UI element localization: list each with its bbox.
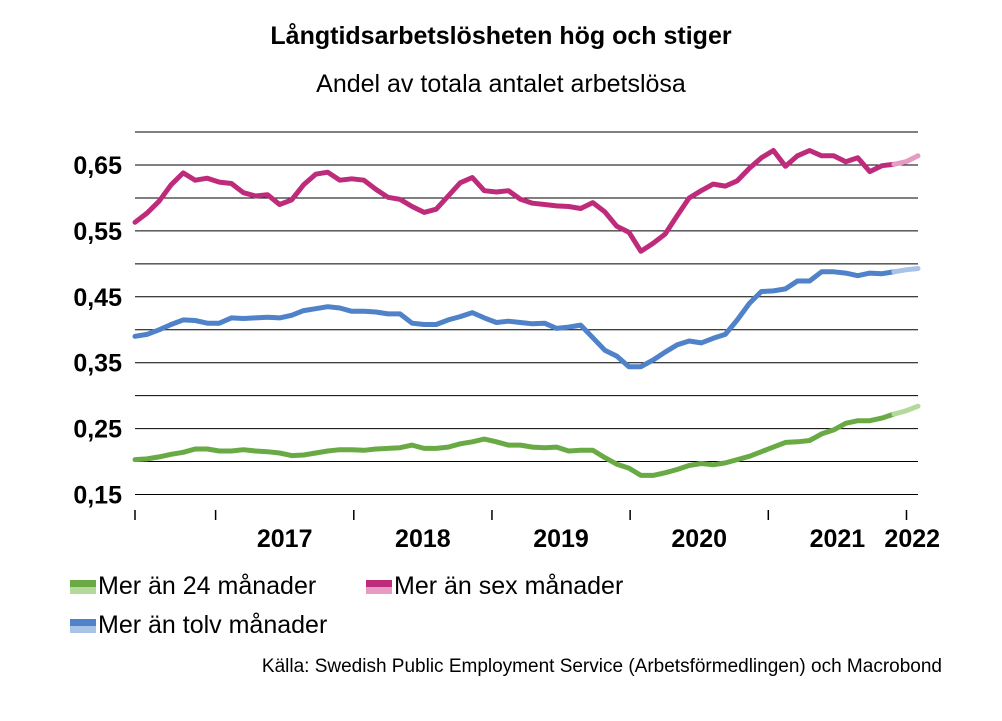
series-line: [132, 411, 897, 478]
legend-swatch-six-months: [366, 579, 392, 594]
x-tick-label: 2017: [257, 525, 313, 553]
legend-label-twelve-months: Mer än tolv månader: [98, 611, 328, 639]
legend-label-six-months: Mer än sex månader: [394, 572, 624, 600]
series-line: [132, 269, 897, 370]
legend-swatch-24-months: [70, 579, 96, 594]
legend-label-24-months: Mer än 24 månader: [98, 572, 317, 600]
legend-item-24-months: Mer än 24 månader: [70, 572, 316, 601]
chart-subtitle: Andel av totala antalet arbetslösa: [316, 70, 686, 98]
series-line-latest: [891, 153, 921, 167]
x-tick-label: 2021: [810, 525, 866, 553]
x-tick-label: 2018: [395, 525, 451, 553]
x-tick-label: 2019: [533, 525, 589, 553]
y-tick-label: 0,15: [73, 482, 122, 510]
y-tick-label: 0,65: [73, 152, 122, 180]
series-line: [132, 148, 897, 254]
series-line-latest: [891, 403, 921, 417]
legend-item-twelve-months: Mer än tolv månader: [70, 611, 327, 640]
y-tick-label: 0,55: [73, 218, 122, 246]
x-tick-label: 2022: [884, 525, 940, 553]
y-tick-label: 0,45: [73, 284, 122, 312]
source-note: Källa: Swedish Public Employment Service…: [261, 656, 942, 677]
legend-item-six-months: Mer än sex månader: [366, 572, 623, 601]
y-tick-label: 0,35: [73, 350, 122, 378]
series-line-latest: [891, 266, 921, 275]
chart-title: Långtidsarbetslösheten hög och stiger: [270, 22, 732, 50]
legend-swatch-twelve-months: [70, 618, 96, 633]
y-tick-label: 0,25: [73, 416, 122, 444]
x-tick-label: 2020: [671, 525, 727, 553]
